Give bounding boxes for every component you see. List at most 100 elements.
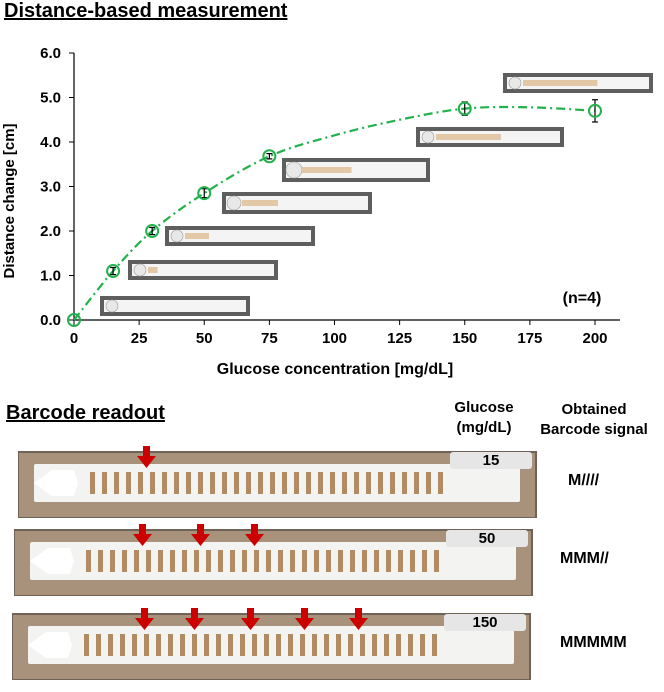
barcode-bar <box>120 634 125 656</box>
barcode-bar <box>230 550 235 572</box>
barcode-bar <box>204 634 209 656</box>
barcode-bar <box>276 634 281 656</box>
signal-column-header: Obtained Barcode signal <box>524 400 664 440</box>
strip-paper <box>34 464 520 502</box>
barcode-bar <box>410 550 415 572</box>
barcode-bar <box>302 550 307 572</box>
barcode-bar <box>216 634 221 656</box>
barcode-bar <box>110 550 115 572</box>
barcode-bar <box>132 634 137 656</box>
glucose-value-label: 150 <box>444 614 526 631</box>
red-arrow-head <box>185 618 204 630</box>
barcode-bar <box>422 550 427 572</box>
barcode-bar <box>414 472 419 494</box>
barcode-bar <box>408 634 413 656</box>
barcode-bar <box>174 472 179 494</box>
strip-color-band <box>185 233 209 239</box>
barcode-bar <box>138 472 143 494</box>
barcode-bar <box>162 472 167 494</box>
barcode-bar <box>338 550 343 572</box>
barcode-bar <box>240 634 245 656</box>
barcode-signal: MMM// <box>560 550 609 567</box>
barcode-bar <box>270 472 275 494</box>
barcode-bar <box>420 634 425 656</box>
x-tick-label: 125 <box>387 330 412 347</box>
barcode-bar <box>242 550 247 572</box>
glucose-value-label: 15 <box>450 452 532 469</box>
red-arrow-shaft <box>301 608 308 620</box>
red-arrow-shaft <box>251 524 258 536</box>
barcode-bar <box>288 634 293 656</box>
chart-title: Distance-based measurement <box>4 0 288 22</box>
strip-sample-pad <box>30 548 74 574</box>
strip-body <box>132 264 274 276</box>
barcode-bar <box>390 472 395 494</box>
barcode-bar <box>102 472 107 494</box>
barcode-bar <box>158 550 163 572</box>
barcode-bar <box>354 472 359 494</box>
chart-annotation: (n=4) <box>563 290 602 307</box>
barcode-heading: Barcode readout <box>6 402 165 424</box>
red-arrow-head <box>191 534 210 546</box>
y-tick-label: 2.0 <box>40 223 61 240</box>
barcode-bar <box>434 550 439 572</box>
barcode-bar <box>312 634 317 656</box>
x-tick-label: 100 <box>322 330 347 347</box>
data-point <box>197 186 212 201</box>
x-tick-label: 25 <box>131 330 148 347</box>
data-point <box>145 224 160 238</box>
red-arrow-shaft <box>143 446 150 458</box>
barcode-bar <box>264 634 269 656</box>
barcode-bar <box>384 634 389 656</box>
barcode-bar <box>374 550 379 572</box>
barcode-bar <box>114 472 119 494</box>
red-arrow-shaft <box>191 608 198 620</box>
barcode-bar <box>218 550 223 572</box>
barcode-bar <box>432 634 437 656</box>
barcode-bar <box>396 634 401 656</box>
distance-chart: 0 25 50 75 100 125 150 175 200 0.0 1.0 2.0 3.0 4.0 5.0… <box>1 45 653 378</box>
strip-photo <box>222 192 372 214</box>
barcode-bar <box>278 550 283 572</box>
barcode-bar <box>144 634 149 656</box>
barcode-bar <box>324 634 329 656</box>
red-arrow-head <box>349 618 368 630</box>
x-tick-label: 200 <box>582 330 607 347</box>
y-tick-label: 6.0 <box>40 45 61 62</box>
barcode-bar <box>150 472 155 494</box>
strip-pad <box>285 161 303 179</box>
barcode-bar <box>84 634 89 656</box>
barcode-bar <box>326 550 331 572</box>
barcode-bar <box>306 472 311 494</box>
red-arrow-head <box>135 618 154 630</box>
barcode-bar <box>336 634 341 656</box>
barcode-bar <box>246 472 251 494</box>
strip-pad <box>508 76 522 90</box>
barcode-bar <box>372 634 377 656</box>
barcode-bar <box>206 550 211 572</box>
strip-paper <box>30 542 516 580</box>
barcode-bar <box>350 550 355 572</box>
barcode-bar <box>252 634 257 656</box>
data-point <box>106 264 121 279</box>
strip-paper <box>28 626 514 664</box>
strip-body <box>286 162 426 178</box>
x-axis-label: Glucose concentration [mg/dL] <box>217 361 453 378</box>
barcode-bar <box>126 472 131 494</box>
strip-color-band <box>436 134 501 140</box>
barcode-bar <box>402 472 407 494</box>
red-arrow-head <box>241 618 260 630</box>
strip-photo <box>128 260 278 280</box>
barcode-bar <box>266 550 271 572</box>
barcode-bar <box>282 472 287 494</box>
strip-pad <box>421 130 435 144</box>
strip-photo <box>165 226 315 246</box>
red-arrow-head <box>295 618 314 630</box>
barcode-bar <box>318 472 323 494</box>
data-point <box>262 149 277 164</box>
x-tick-label: 175 <box>517 330 542 347</box>
barcode-bar <box>314 550 319 572</box>
barcode-bar <box>86 550 91 572</box>
barcode-bar <box>234 472 239 494</box>
strip-photo <box>100 296 250 316</box>
